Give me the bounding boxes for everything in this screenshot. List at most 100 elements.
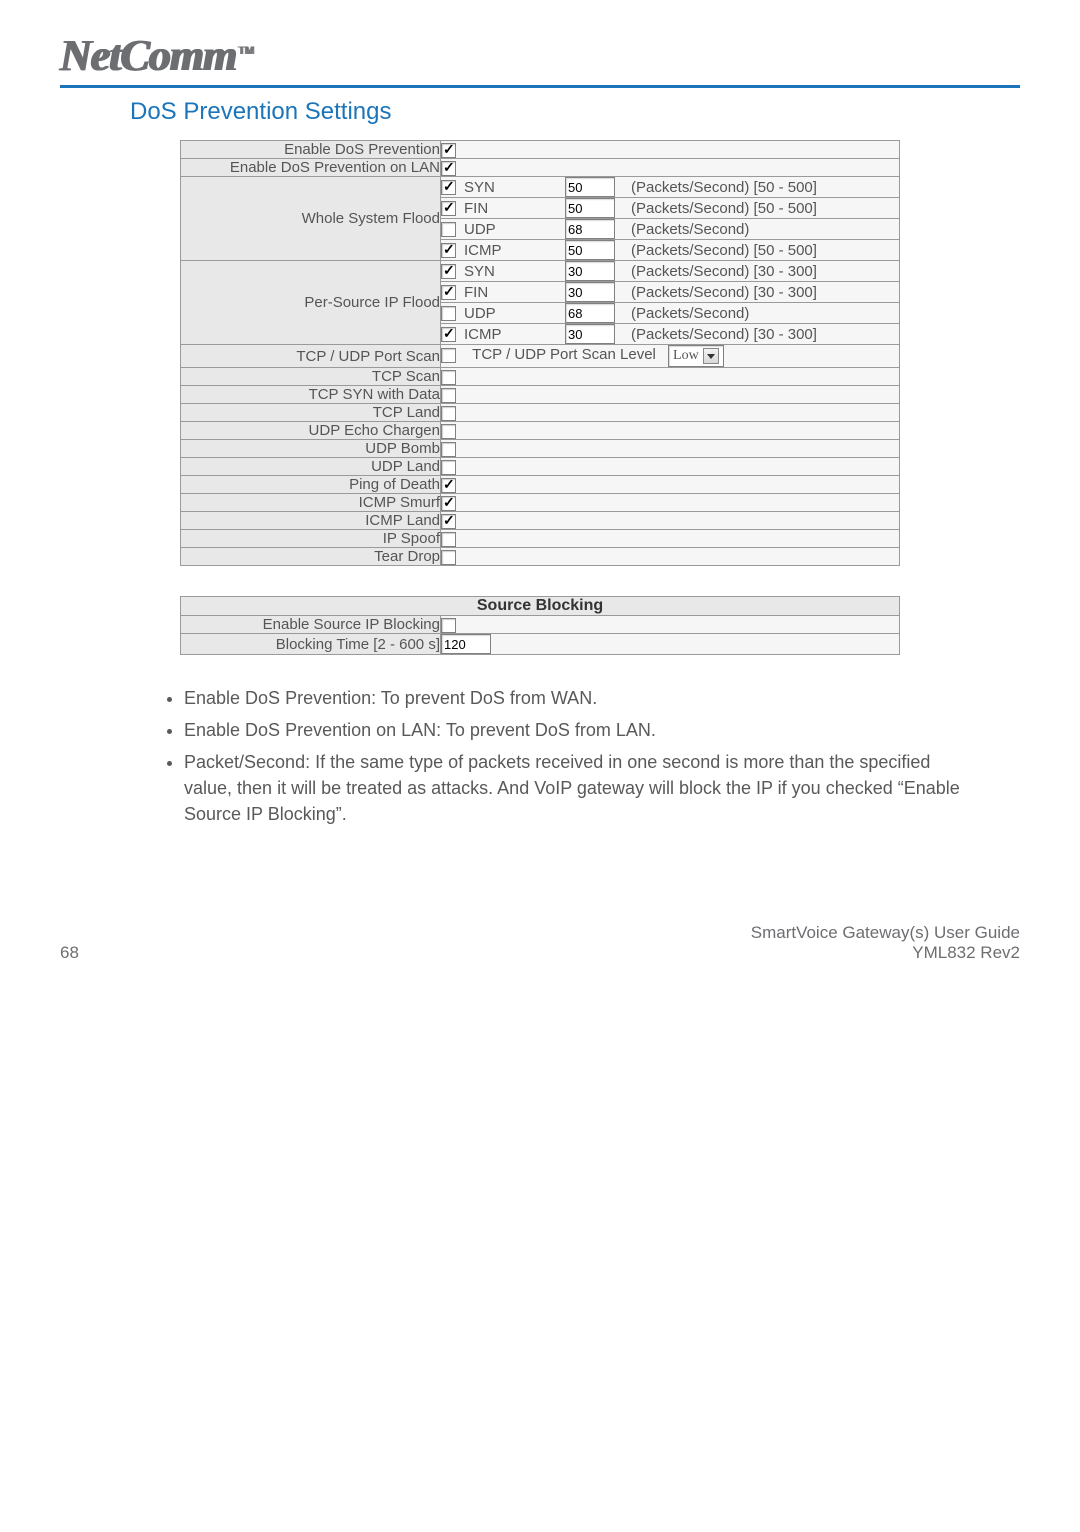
port-scan-level-value: Low xyxy=(673,348,699,364)
row-checkbox[interactable] xyxy=(441,388,456,403)
row-label: UDP Land xyxy=(181,458,441,476)
enable-dos-checkbox[interactable] xyxy=(441,143,456,158)
row-label: TCP SYN with Data xyxy=(181,386,441,404)
per-source-flood-label: Per-Source IP Flood xyxy=(181,261,441,345)
proto-label: ICMP xyxy=(464,242,509,259)
page-footer: 68 SmartVoice Gateway(s) User Guide YML8… xyxy=(0,863,1080,993)
syn-value-input[interactable] xyxy=(565,261,615,281)
row-label: ICMP Land xyxy=(181,512,441,530)
enable-dos-lan-label: Enable DoS Prevention on LAN xyxy=(181,159,441,177)
enable-dos-label: Enable DoS Prevention xyxy=(181,141,441,159)
table-row: Whole System Flood SYN (Packets/Second) … xyxy=(181,177,900,198)
dos-settings-table: Enable DoS Prevention Enable DoS Prevent… xyxy=(180,140,900,566)
table-row: Enable DoS Prevention on LAN xyxy=(181,159,900,177)
table-row: UDP Echo Chargen xyxy=(181,422,900,440)
header: NetCommTM xyxy=(60,30,1020,88)
row-checkbox[interactable] xyxy=(441,550,456,565)
proto-suffix: (Packets/Second) [30 - 300] xyxy=(631,326,817,343)
blocking-time-label: Blocking Time [2 - 600 s] xyxy=(181,634,441,655)
row-label: Tear Drop xyxy=(181,548,441,566)
table-row: Ping of Death xyxy=(181,476,900,494)
source-blocking-header: Source Blocking xyxy=(181,597,900,616)
table-row: ICMP Smurf xyxy=(181,494,900,512)
row-label: ICMP Smurf xyxy=(181,494,441,512)
proto-label: SYN xyxy=(464,263,509,280)
table-row: IP Spoof xyxy=(181,530,900,548)
table-row: TCP Scan xyxy=(181,368,900,386)
chevron-down-icon xyxy=(703,348,719,364)
proto-label: FIN xyxy=(464,284,509,301)
table-row: ICMP Land xyxy=(181,512,900,530)
port-scan-level-select[interactable]: Low xyxy=(668,345,724,367)
row-checkbox[interactable] xyxy=(441,460,456,475)
fin-checkbox[interactable] xyxy=(441,201,456,216)
enable-dos-cell xyxy=(441,141,900,159)
row-label: UDP Echo Chargen xyxy=(181,422,441,440)
row-checkbox[interactable] xyxy=(441,496,456,511)
icmp-value-input[interactable] xyxy=(565,324,615,344)
note-item: Enable DoS Prevention on LAN: To prevent… xyxy=(184,717,960,743)
icmp-value-input[interactable] xyxy=(565,240,615,260)
brand-name: NetComm xyxy=(60,31,236,80)
fin-checkbox[interactable] xyxy=(441,285,456,300)
enable-dos-lan-checkbox[interactable] xyxy=(441,161,456,176)
fin-value-input[interactable] xyxy=(565,198,615,218)
proto-label: FIN xyxy=(464,200,509,217)
table-row: TCP Land xyxy=(181,404,900,422)
proto-suffix: (Packets/Second) [50 - 500] xyxy=(631,179,817,196)
row-label: IP Spoof xyxy=(181,530,441,548)
row-checkbox[interactable] xyxy=(441,424,456,439)
note-item: Packet/Second: If the same type of packe… xyxy=(184,749,960,827)
syn-checkbox[interactable] xyxy=(441,180,456,195)
table-row: Enable Source IP Blocking xyxy=(181,616,900,634)
whole-system-flood-label: Whole System Flood xyxy=(181,177,441,261)
row-checkbox[interactable] xyxy=(441,532,456,547)
table-row: UDP Bomb xyxy=(181,440,900,458)
proto-label: SYN xyxy=(464,179,509,196)
syn-checkbox[interactable] xyxy=(441,264,456,279)
footer-guide: SmartVoice Gateway(s) User Guide xyxy=(751,923,1020,943)
row-label: TCP Scan xyxy=(181,368,441,386)
udp-checkbox[interactable] xyxy=(441,306,456,321)
note-item: Enable DoS Prevention: To prevent DoS fr… xyxy=(184,685,960,711)
blocking-time-input[interactable] xyxy=(441,634,491,654)
proto-suffix: (Packets/Second) [30 - 300] xyxy=(631,263,817,280)
row-checkbox[interactable] xyxy=(441,478,456,493)
brand-logo: NetCommTM xyxy=(60,30,254,81)
table-row: Blocking Time [2 - 600 s] xyxy=(181,634,900,655)
footer-rev: YML832 Rev2 xyxy=(751,943,1020,963)
udp-checkbox[interactable] xyxy=(441,222,456,237)
table-row: Tear Drop xyxy=(181,548,900,566)
port-scan-label: TCP / UDP Port Scan xyxy=(181,345,441,368)
proto-label: UDP xyxy=(464,305,509,322)
icmp-checkbox[interactable] xyxy=(441,243,456,258)
port-scan-level-label: TCP / UDP Port Scan Level xyxy=(472,346,656,363)
fin-value-input[interactable] xyxy=(565,282,615,302)
udp-value-input[interactable] xyxy=(565,219,615,239)
table-row: TCP / UDP Port Scan TCP / UDP Port Scan … xyxy=(181,345,900,368)
source-blocking-checkbox[interactable] xyxy=(441,618,456,633)
table-row: Per-Source IP Flood SYN (Packets/Second)… xyxy=(181,261,900,282)
row-checkbox[interactable] xyxy=(441,514,456,529)
row-checkbox[interactable] xyxy=(441,442,456,457)
row-checkbox[interactable] xyxy=(441,406,456,421)
port-scan-checkbox[interactable] xyxy=(441,348,456,363)
row-label: UDP Bomb xyxy=(181,440,441,458)
row-checkbox[interactable] xyxy=(441,370,456,385)
row-label: TCP Land xyxy=(181,404,441,422)
proto-suffix: (Packets/Second) [30 - 300] xyxy=(631,284,817,301)
syn-value-input[interactable] xyxy=(565,177,615,197)
table-row: TCP SYN with Data xyxy=(181,386,900,404)
proto-suffix: (Packets/Second) xyxy=(631,221,749,238)
table-row: Enable DoS Prevention xyxy=(181,141,900,159)
proto-suffix: (Packets/Second) [50 - 500] xyxy=(631,200,817,217)
table-row: UDP Land xyxy=(181,458,900,476)
udp-value-input[interactable] xyxy=(565,303,615,323)
row-label: Ping of Death xyxy=(181,476,441,494)
section-title: DoS Prevention Settings xyxy=(130,98,1020,126)
brand-tm: TM xyxy=(238,45,254,57)
proto-suffix: (Packets/Second) [50 - 500] xyxy=(631,242,817,259)
proto-suffix: (Packets/Second) xyxy=(631,305,749,322)
source-blocking-enable-label: Enable Source IP Blocking xyxy=(181,616,441,634)
icmp-checkbox[interactable] xyxy=(441,327,456,342)
